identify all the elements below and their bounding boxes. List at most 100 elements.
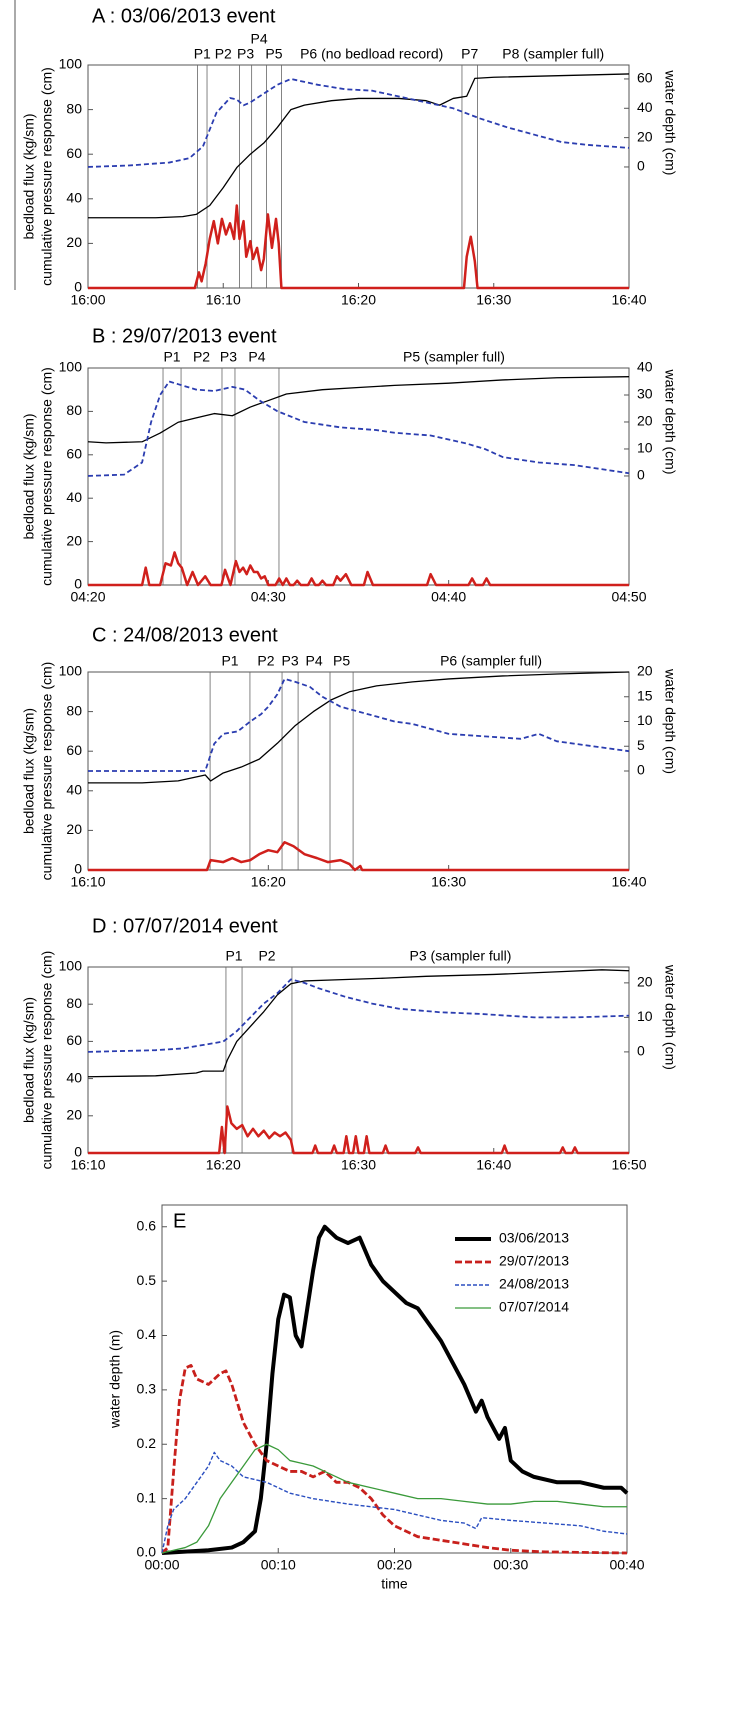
y-tick-label: 20 xyxy=(66,532,82,548)
period-label: P8 (sampler full) xyxy=(502,46,604,62)
y2-tick-label: 0 xyxy=(637,158,645,174)
series-line xyxy=(88,671,630,784)
panel-label: E xyxy=(173,1210,186,1232)
y-axis-label: bedload flux (kg/sm) xyxy=(21,413,37,539)
y-tick-label: 40 xyxy=(66,1069,82,1085)
x-tick-label: 16:20 xyxy=(341,292,376,308)
plot-frame xyxy=(87,367,630,586)
y-tick-label: 60 xyxy=(66,1032,82,1048)
series-line xyxy=(88,204,629,290)
y-tick-label: 0.6 xyxy=(137,1217,157,1233)
y2-axis-label: water depth (cm) xyxy=(662,668,678,774)
x-tick-label: 16:30 xyxy=(341,1157,376,1173)
period-label: P4 xyxy=(251,31,268,47)
y-axis-label: water depth (m) xyxy=(107,1330,123,1429)
y-tick-label: 0.0 xyxy=(137,1544,157,1560)
y-tick-label: 40 xyxy=(66,489,82,505)
y2-tick-label: 15 xyxy=(637,687,653,703)
y-tick-label: 60 xyxy=(66,145,82,161)
chart-title: C : 24/08/2013 event xyxy=(92,624,278,646)
y2-tick-label: 40 xyxy=(637,99,653,115)
period-label: P4 xyxy=(248,349,265,365)
period-label: P6 (no bedload record) xyxy=(300,46,443,62)
series-line xyxy=(87,380,630,477)
y2-tick-label: 10 xyxy=(637,440,653,456)
period-label: P3 xyxy=(282,653,299,669)
x-tick-label: 00:30 xyxy=(493,1557,528,1573)
y-tick-label: 40 xyxy=(66,782,82,798)
period-label: P1 xyxy=(221,653,238,669)
period-label: P5 xyxy=(333,653,350,669)
y2-tick-label: 10 xyxy=(637,712,653,728)
y-axis-label: cumulative pressure response (cm) xyxy=(39,662,55,881)
x-tick-label: 16:50 xyxy=(611,1157,646,1173)
period-label: P3 xyxy=(220,349,237,365)
period-label: P3 (sampler full) xyxy=(410,948,512,964)
y-tick-label: 40 xyxy=(66,190,82,206)
y-axis-label: cumulative pressure response (cm) xyxy=(39,951,55,1170)
series-line xyxy=(161,1224,629,1555)
y-tick-label: 100 xyxy=(59,359,83,375)
y2-axis-label: water depth (cm) xyxy=(662,69,678,175)
legend-label: 07/07/2014 xyxy=(499,1299,569,1315)
x-tick-label: 16:40 xyxy=(611,874,646,890)
x-tick-label: 16:40 xyxy=(476,1157,511,1173)
x-tick-label: 16:20 xyxy=(206,1157,241,1173)
series-line xyxy=(87,376,630,444)
series-line xyxy=(88,841,629,872)
series-line xyxy=(161,1443,627,1554)
y2-tick-label: 30 xyxy=(637,386,653,402)
x-tick-label: 16:10 xyxy=(70,874,105,890)
chart-title: B : 29/07/2013 event xyxy=(92,325,277,347)
series-line xyxy=(87,978,630,1053)
chart-title: D : 07/07/2014 event xyxy=(92,915,278,937)
y2-tick-label: 0 xyxy=(637,762,645,778)
y-tick-label: 0.3 xyxy=(137,1381,157,1397)
x-tick-label: 00:10 xyxy=(261,1557,296,1573)
period-label: P6 (sampler full) xyxy=(440,653,542,669)
series-line xyxy=(88,1105,629,1155)
x-tick-label: 00:40 xyxy=(609,1557,644,1573)
y-tick-label: 100 xyxy=(59,56,83,72)
y2-tick-label: 0 xyxy=(637,1043,645,1059)
y2-tick-label: 20 xyxy=(637,663,653,679)
y-tick-label: 0.5 xyxy=(137,1272,157,1288)
x-tick-label: 16:10 xyxy=(206,292,241,308)
x-tick-label: 16:40 xyxy=(611,292,646,308)
legend-label: 24/08/2013 xyxy=(499,1276,569,1292)
y-tick-label: 20 xyxy=(66,821,82,837)
period-label: P1 xyxy=(225,948,242,964)
period-label: P1 xyxy=(163,349,180,365)
y-axis-label: cumulative pressure response (cm) xyxy=(39,367,55,586)
y-tick-label: 20 xyxy=(66,234,82,250)
y2-tick-label: 60 xyxy=(637,70,653,86)
y-tick-label: 0 xyxy=(74,861,82,877)
period-label: P2 xyxy=(193,349,210,365)
period-label: P2 xyxy=(258,948,275,964)
series-line xyxy=(88,678,630,772)
period-label: P5 (sampler full) xyxy=(403,349,505,365)
y-axis-label: cumulative pressure response (cm) xyxy=(39,67,55,286)
y2-axis-label: water depth (cm) xyxy=(662,368,678,474)
y-tick-label: 0 xyxy=(74,1144,82,1160)
series-line xyxy=(161,1451,628,1554)
legend-label: 29/07/2013 xyxy=(499,1253,569,1269)
x-tick-label: 16:30 xyxy=(476,292,511,308)
x-tick-label: 16:20 xyxy=(251,874,286,890)
x-tick-label: 04:20 xyxy=(70,589,105,605)
x-tick-label: 16:10 xyxy=(70,1157,105,1173)
x-tick-label: 00:20 xyxy=(377,1557,412,1573)
series-line xyxy=(87,78,630,168)
y2-tick-label: 10 xyxy=(637,1008,653,1024)
y-axis-label: bedload flux (kg/sm) xyxy=(21,113,37,239)
period-label: P3 xyxy=(237,46,254,62)
y2-axis-label: water depth (cm) xyxy=(662,964,678,1070)
legend-label: 03/06/2013 xyxy=(499,1230,569,1246)
y-tick-label: 0 xyxy=(74,576,82,592)
y2-tick-label: 20 xyxy=(637,128,653,144)
x-tick-label: 16:00 xyxy=(70,292,105,308)
y2-tick-label: 5 xyxy=(637,737,645,753)
y2-tick-label: 20 xyxy=(637,413,653,429)
x-tick-label: 04:30 xyxy=(251,589,286,605)
